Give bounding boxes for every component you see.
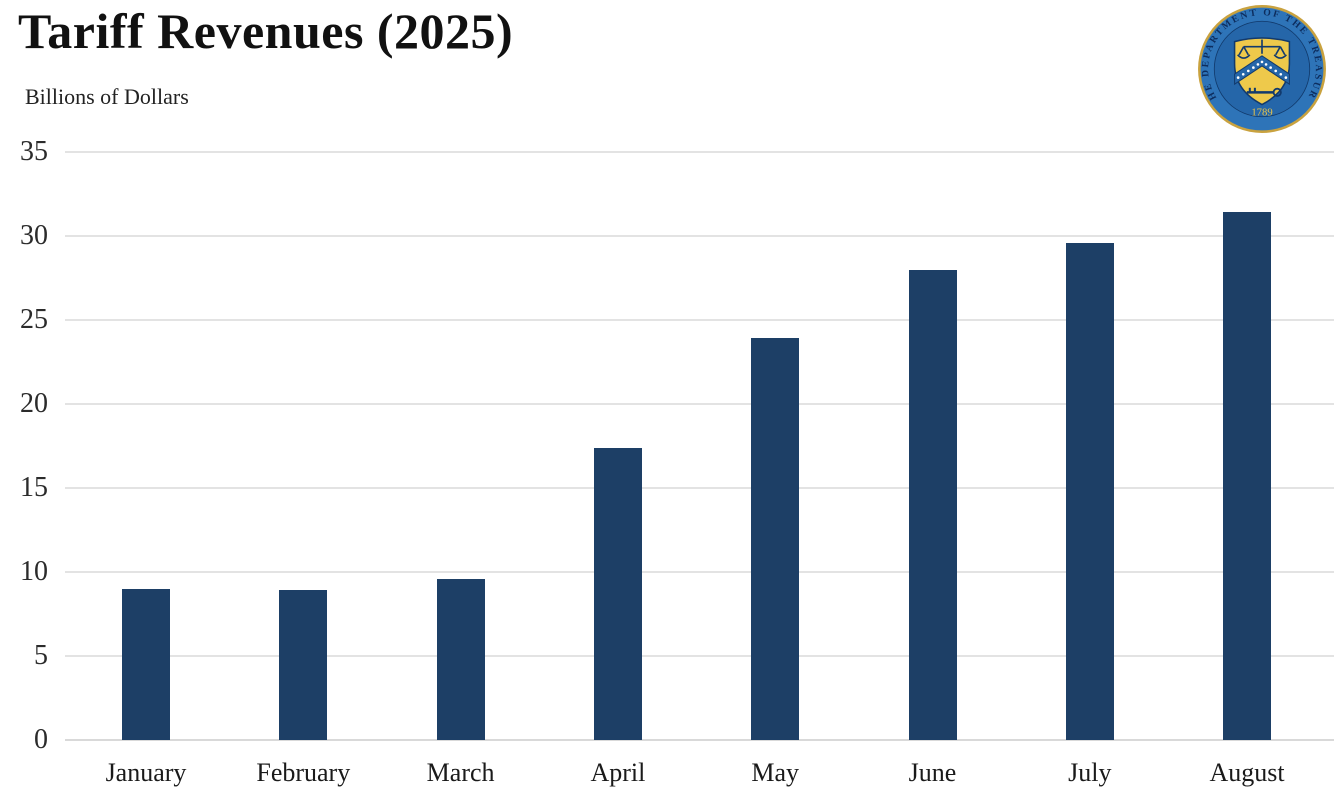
y-axis-tick-label-30: 30 (20, 220, 48, 251)
page-title: Tariff Revenues (2025) (18, 3, 514, 59)
bar-august (1223, 212, 1272, 740)
x-axis-label-june: June (908, 758, 957, 787)
chevron-stars (1236, 60, 1288, 79)
bar-july (1065, 242, 1114, 740)
gridline-10 (65, 571, 1334, 573)
y-axis-tick-label-10: 10 (20, 556, 48, 587)
gridline-20 (65, 403, 1334, 405)
y-axis-tick-label-20: 20 (20, 388, 48, 419)
x-axis-label-march: March (426, 758, 495, 787)
x-axis-label-april: April (590, 758, 646, 787)
y-axis-tick-label-5: 5 (34, 640, 48, 671)
bar-february (279, 590, 328, 740)
chart-units-subtitle: Billions of Dollars (25, 84, 189, 109)
gridline-0 (65, 739, 1334, 741)
bar-june (908, 269, 957, 740)
bar-april (593, 447, 642, 740)
gridline-35 (65, 151, 1334, 153)
treasury-key-icon (1246, 87, 1282, 97)
gridline-30 (65, 235, 1334, 237)
scales-of-justice-icon (1237, 39, 1287, 59)
y-axis-tick-label-15: 15 (20, 472, 48, 503)
x-axis-label-may: May (751, 758, 800, 787)
y-axis-tick-label-0: 0 (34, 724, 48, 755)
bar-january (122, 588, 170, 740)
x-axis-label-february: February (256, 758, 351, 787)
treasury-seal-logo: THE DEPARTMENT OF THE TREASURY (1196, 3, 1326, 133)
treasury-shield (1233, 37, 1291, 106)
bar-march (436, 578, 485, 740)
x-axis-label-august: August (1209, 758, 1285, 787)
y-axis-tick-label-35: 35 (20, 136, 48, 167)
gridline-15 (65, 487, 1334, 489)
y-axis-tick-label-25: 25 (20, 304, 48, 335)
bar-may (751, 338, 800, 740)
gridline-5 (65, 655, 1334, 657)
x-axis-label-july: July (1068, 758, 1112, 787)
x-axis-label-january: January (105, 758, 187, 787)
gridline-25 (65, 319, 1334, 321)
seal-year-label: 1789 (1251, 108, 1272, 119)
